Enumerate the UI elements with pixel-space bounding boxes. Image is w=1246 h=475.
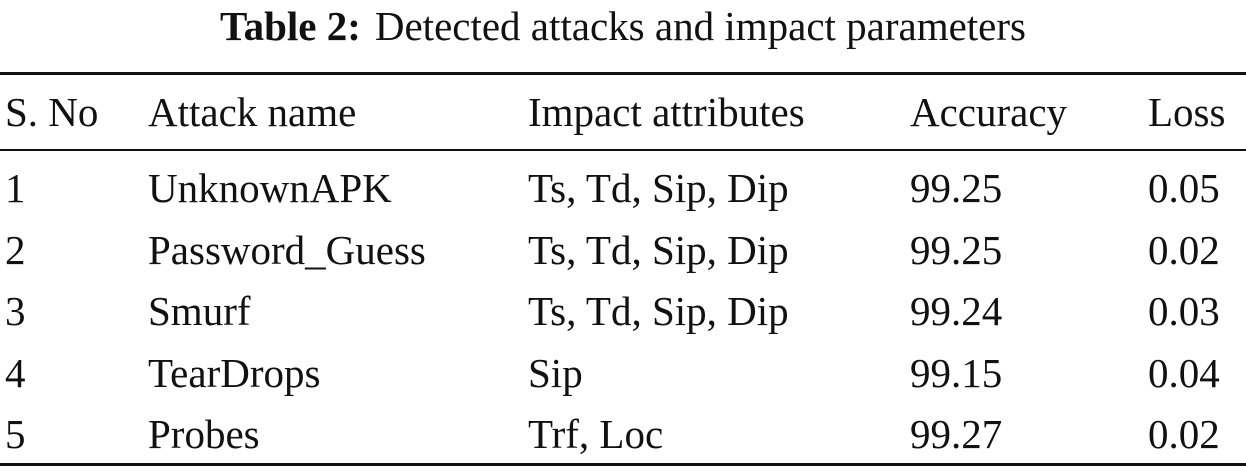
table-cell: 99.27 [910,411,1003,457]
table-cell: Ts, Td, Sip, Dip [528,165,789,211]
header-cell: Accuracy [910,89,1068,135]
table-cell: Probes [148,411,260,457]
bottom-rule [0,463,1246,466]
table-cell: 1 [5,165,26,211]
table-cell: Smurf [148,288,251,334]
table-cell: 0.02 [1148,411,1220,457]
table-cell: 2 [5,226,26,273]
table-cell: 99.15 [910,349,1003,396]
header-cell: S. No [5,89,99,135]
table-cell: Trf, Loc [528,411,664,457]
table-cell: 0.04 [1148,349,1220,396]
table-cell: Ts, Td, Sip, Dip [528,226,789,273]
top-rule [0,72,1246,75]
caption-text: Detected attacks and impact parameters [374,3,1026,49]
header-cell: Attack name [148,89,357,135]
caption-label: Table 2: [219,3,361,49]
table-cell: 5 [5,411,26,457]
table-cell: Password_Guess [148,226,426,273]
table-cell: 99.24 [910,288,1003,334]
table-cell: Sip [528,349,583,396]
header-cell: Impact attributes [528,89,805,135]
table-cell: 0.05 [1148,165,1220,211]
table-cell: 99.25 [910,226,1003,273]
table-cell: UnknownAPK [148,165,392,211]
table-cell: 99.25 [910,165,1003,211]
table-caption: Table 2: Detected attacks and impact para… [0,0,1246,52]
table-cell: 0.03 [1148,288,1220,334]
table-cell: 3 [5,288,26,334]
table-cell: 4 [5,349,26,396]
table-cell: Ts, Td, Sip, Dip [528,288,789,334]
mid-rule [0,149,1246,151]
header-cell: Loss [1148,89,1226,135]
table-cell: 0.02 [1148,226,1220,273]
table-cell: TearDrops [148,349,321,396]
